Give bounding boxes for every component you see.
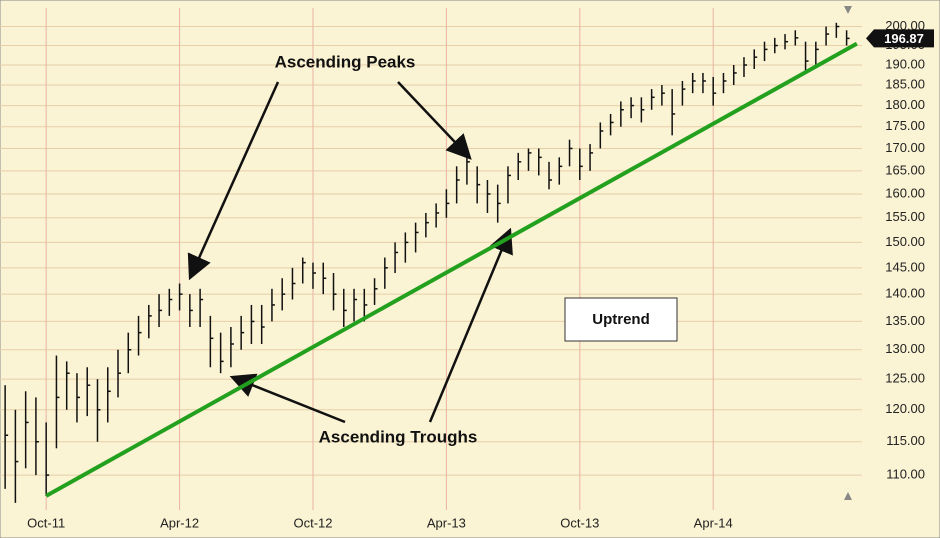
y-tick-label: 180.00	[885, 97, 925, 112]
y-tick-label: 185.00	[885, 76, 925, 91]
y-tick-label: 200.00	[885, 18, 925, 33]
scroll-icon	[844, 492, 852, 500]
annotation: Uptrend	[592, 311, 650, 328]
y-tick-label: 175.00	[885, 118, 925, 133]
trendline	[45, 41, 858, 498]
y-tick-label: 170.00	[885, 140, 925, 155]
last-price-tag	[866, 29, 934, 48]
y-tick-label: 110.00	[886, 467, 925, 482]
y-tick-label: 150.00	[885, 234, 925, 249]
x-tick-label: Oct-13	[560, 515, 599, 530]
y-tick-label: 125.00	[885, 371, 925, 386]
y-tick-label: 165.00	[885, 162, 925, 177]
y-tick-label: 130.00	[885, 341, 925, 356]
y-tick-label: 155.00	[885, 209, 925, 224]
x-tick-label: Oct-11	[27, 515, 65, 530]
x-tick-label: Oct-12	[293, 515, 332, 530]
annotation: Ascending Troughs	[319, 427, 478, 446]
x-tick-label: Apr-12	[160, 515, 199, 530]
y-tick-label: 190.00	[885, 56, 925, 71]
y-tick-label: 115.00	[886, 433, 925, 448]
y-tick-label: 145.00	[885, 259, 925, 274]
arrow	[187, 81, 280, 281]
arrow	[397, 81, 472, 160]
arrow	[229, 373, 346, 424]
x-tick-label: Apr-14	[694, 515, 733, 530]
annotation-box	[564, 297, 678, 342]
arrow	[428, 227, 513, 423]
y-tick-label: 160.00	[885, 185, 925, 200]
x-tick-label: Apr-13	[427, 515, 466, 530]
annotation: Ascending Peaks	[275, 52, 416, 71]
y-tick-label: 135.00	[885, 313, 925, 328]
scroll-icon	[844, 6, 852, 14]
last-price-label: 196.87	[884, 31, 924, 46]
y-tick-label: 140.00	[885, 286, 925, 301]
y-tick-label: 120.00	[885, 401, 925, 416]
